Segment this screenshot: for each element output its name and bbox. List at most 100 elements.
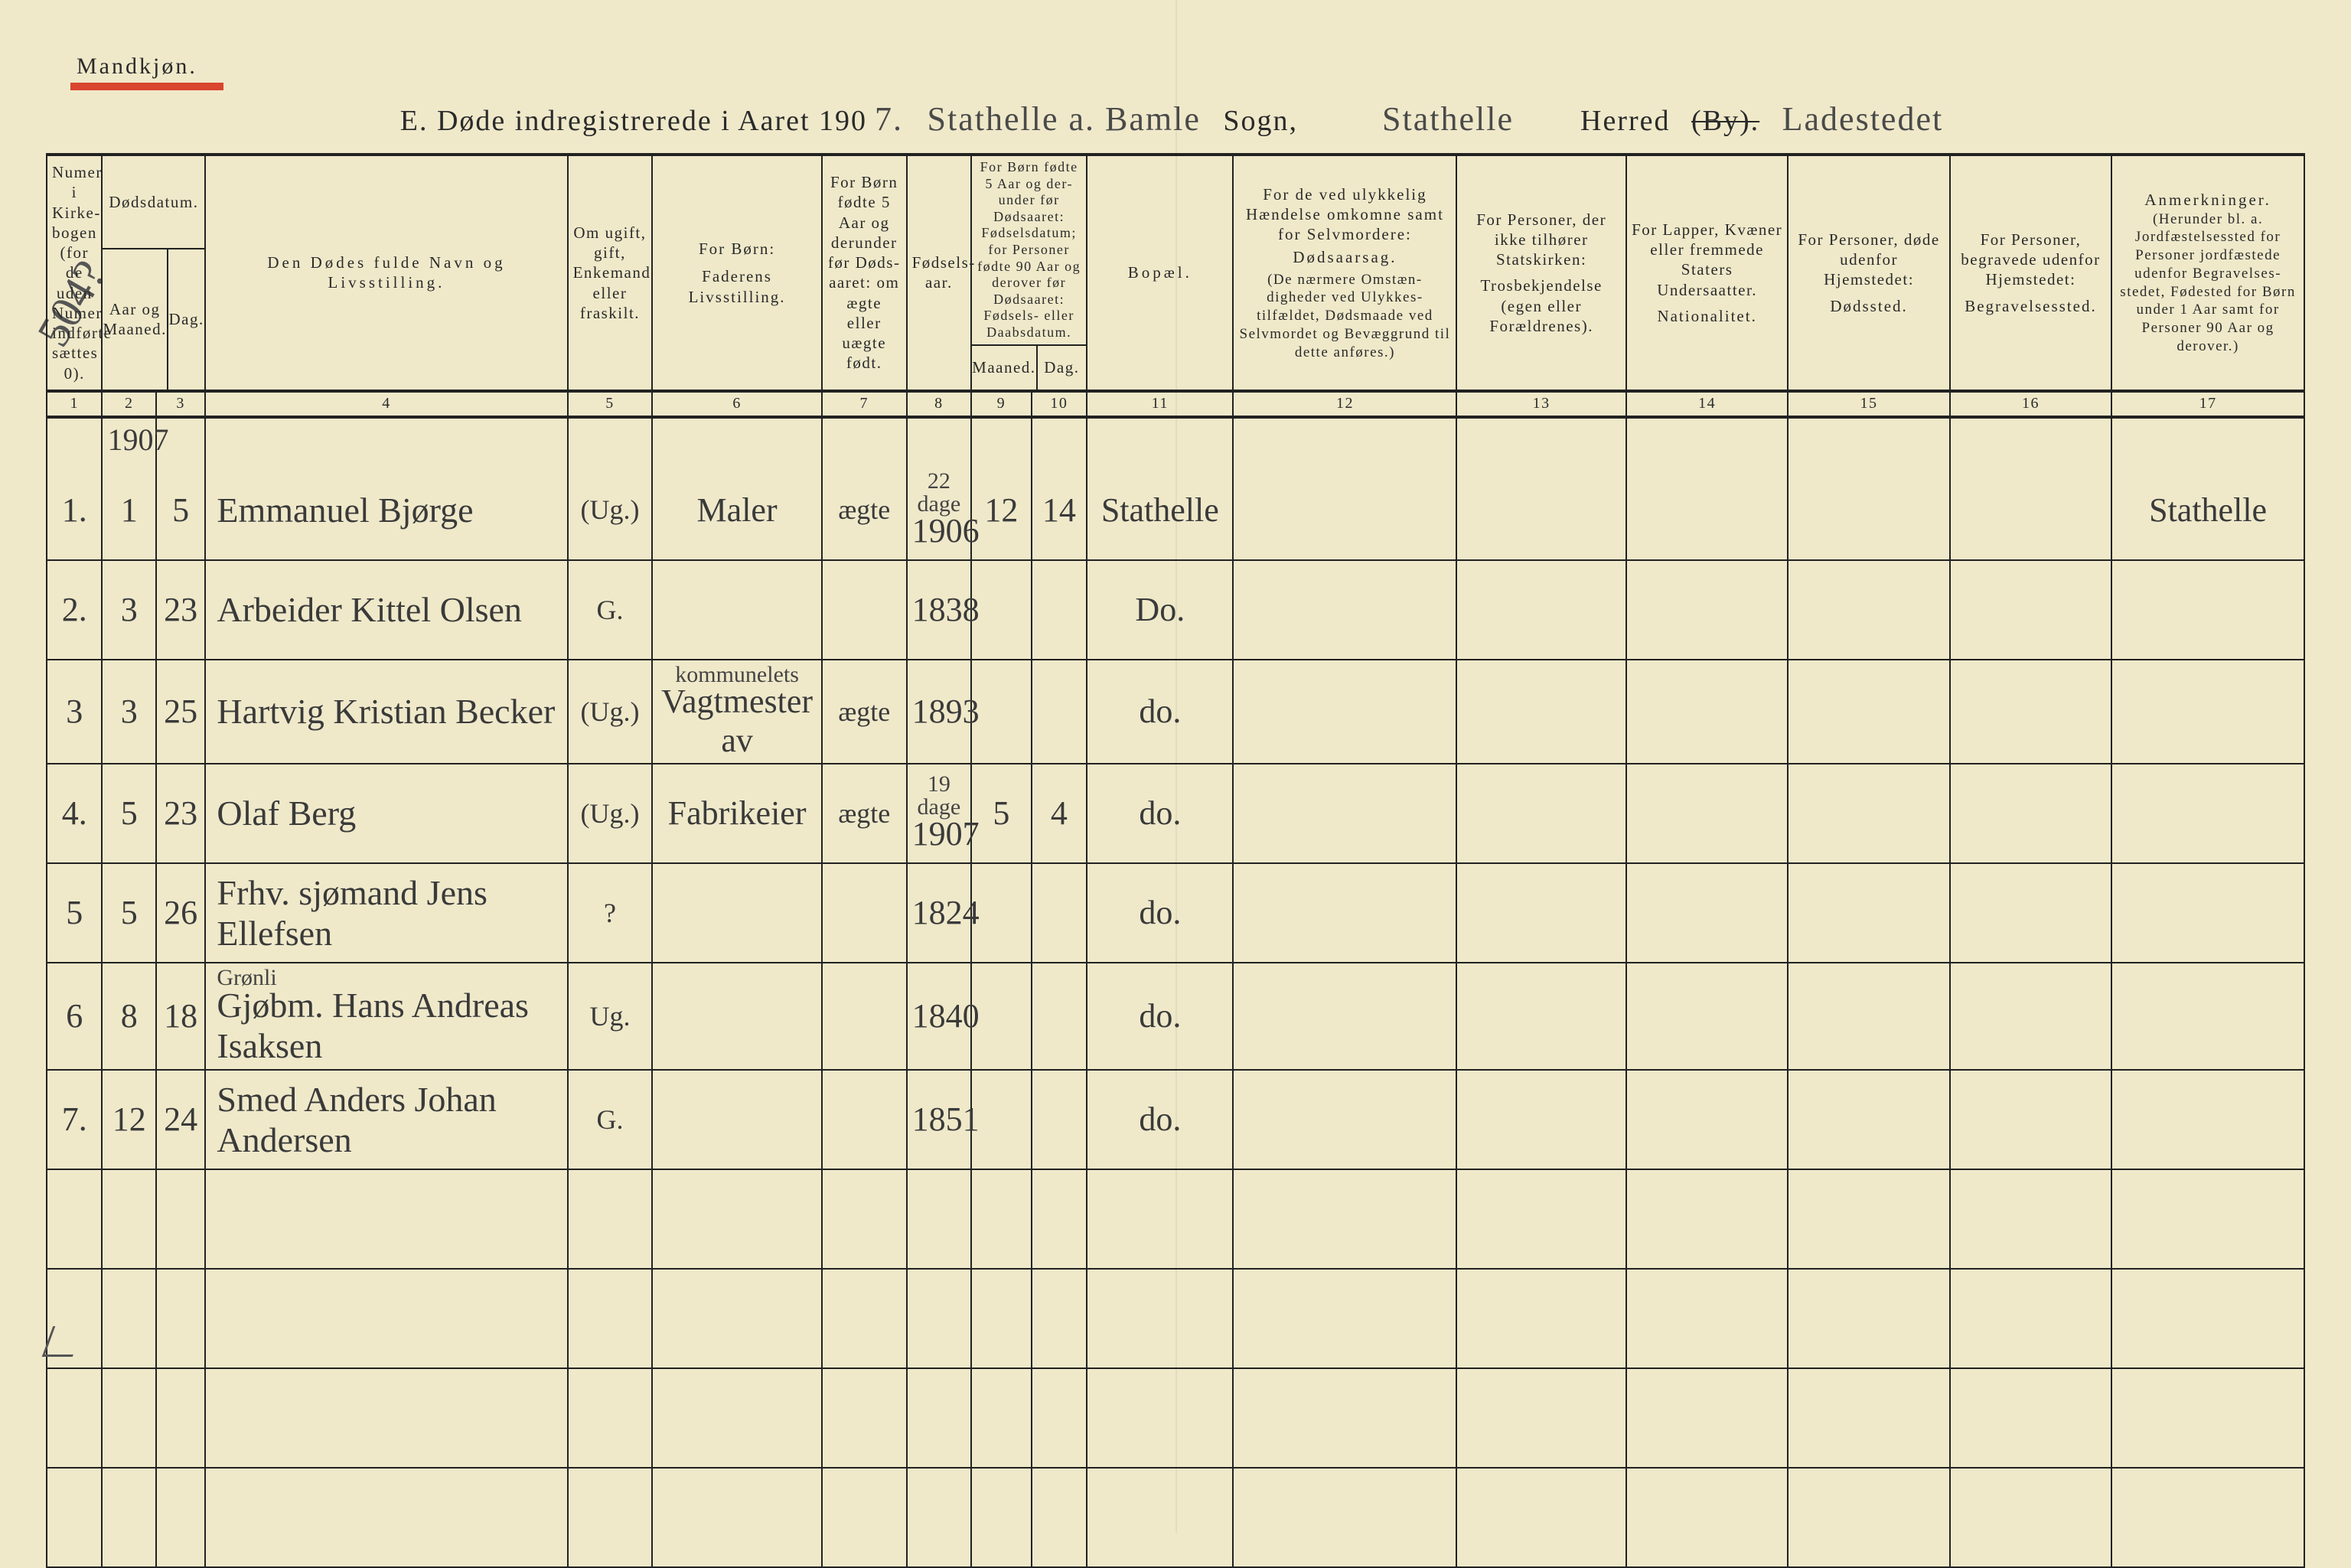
cell: Fabrikeier <box>652 764 822 863</box>
colnum-8: 8 <box>907 391 972 417</box>
cell-blank <box>1456 1269 1626 1368</box>
col-header-1: Numer i Kirke- bogen (for de uden Numer … <box>47 155 102 391</box>
cell <box>1456 764 1626 863</box>
colnum-5: 5 <box>568 391 653 417</box>
cell: 2. <box>47 560 102 660</box>
cell <box>1626 461 1788 560</box>
cell: ægte <box>822 660 907 764</box>
cell <box>1788 764 1949 863</box>
register-table: Numer i Kirke- bogen (for de uden Numer … <box>46 153 2305 1568</box>
c16-bot: Begravelsessted. <box>1955 296 2106 316</box>
colnum-1: 1 <box>47 391 102 417</box>
cell-blank <box>1233 1468 1456 1567</box>
colnum-10: 10 <box>1032 391 1087 417</box>
cell <box>822 560 907 660</box>
cell-blank <box>1626 1368 1788 1468</box>
col-header-7: For Børn fødte 5 Aar og derunder før Død… <box>822 155 907 391</box>
cell-blank <box>652 1169 822 1269</box>
cell: 1 <box>102 461 155 560</box>
cell <box>2111 863 2304 963</box>
cell-blank <box>568 1368 653 1468</box>
col-header-15: For Personer, døde udenfor Hjemstedet: D… <box>1788 155 1949 391</box>
cell-blank <box>205 1468 567 1567</box>
cell <box>1233 1070 1456 1169</box>
cell <box>2111 660 2304 764</box>
cell-blank <box>1032 1269 1087 1368</box>
cell-blank <box>907 1169 972 1269</box>
col-header-11-text: Bopæl. <box>1128 263 1192 282</box>
cell-blank <box>568 1169 653 1269</box>
col-header-16: For Personer, begravede udenfor Hjemsted… <box>1950 155 2111 391</box>
cell: 4. <box>47 764 102 863</box>
cell: 5 <box>156 461 205 560</box>
cell: ? <box>568 863 653 963</box>
cell-blank <box>156 1269 205 1368</box>
herred-label: Herred <box>1574 105 1676 137</box>
cell: Olaf Berg <box>205 764 567 863</box>
cell <box>1950 660 2111 764</box>
cell: ægte <box>822 764 907 863</box>
cell-blank <box>907 1468 972 1567</box>
cell: Smed Anders Johan Andersen <box>205 1070 567 1169</box>
cell-blank <box>47 1169 102 1269</box>
col-header-9-10: For Børn fødte 5 Aar og der-under før Dø… <box>971 155 1087 391</box>
table-row-blank <box>47 1169 2304 1269</box>
cell: 23 <box>156 560 205 660</box>
c15-bot: Dødssted. <box>1793 296 1944 316</box>
cell-blank <box>1087 1169 1233 1269</box>
cell: G. <box>568 560 653 660</box>
gender-label: Mandkjøn. <box>77 54 197 84</box>
cell-blank <box>822 1368 907 1468</box>
cell <box>1950 1070 2111 1169</box>
cell-blank <box>822 1269 907 1368</box>
cell <box>822 963 907 1070</box>
col-6-top: For Børn: <box>657 239 817 259</box>
cell: 22 dage1906 <box>907 461 972 560</box>
cell <box>1788 461 1949 560</box>
table-row: 7.1224Smed Anders Johan AndersenG.1851do… <box>47 1070 2304 1169</box>
col-header-5: Om ugift, gift, Enkemand eller fraskilt. <box>568 155 653 391</box>
col-9-maaned: Maaned. <box>972 346 1037 390</box>
cell: (Ug.) <box>568 660 653 764</box>
cell <box>1456 863 1626 963</box>
cell <box>1788 660 1949 764</box>
cell: kommuneletsVagtmester av <box>652 660 822 764</box>
title-prefix: E. Døde indregistrerede i Aaret 190 <box>400 105 867 137</box>
district-handwritten: Stathelle <box>1374 100 1521 138</box>
col-header-8: Fødsels-aar. <box>907 155 972 391</box>
cell: Do. <box>1087 560 1233 660</box>
cell-blank <box>971 1269 1032 1368</box>
cell: Stathelle <box>1087 461 1233 560</box>
cell-blank <box>2111 1169 2304 1269</box>
cell-blank <box>1788 1169 1949 1269</box>
cell: 24 <box>156 1070 205 1169</box>
colnum-16: 16 <box>1950 391 2111 417</box>
col-9-top: For Børn fødte 5 Aar og der-under før Dø… <box>972 156 1086 346</box>
cell <box>1233 963 1456 1070</box>
cell-blank <box>156 1468 205 1567</box>
cell-blank <box>1788 1269 1949 1368</box>
year-row: 1907 <box>47 417 2304 461</box>
colnum-3: 3 <box>156 391 205 417</box>
cell: 23 <box>156 764 205 863</box>
table-row: 1.15Emmanuel Bjørge(Ug.)Malerægte22 dage… <box>47 461 2304 560</box>
cell-blank <box>205 1169 567 1269</box>
cell <box>1032 863 1087 963</box>
cell-blank <box>1788 1468 1949 1567</box>
cell-blank <box>102 1169 155 1269</box>
cell <box>2111 963 2304 1070</box>
colnum-11: 11 <box>1087 391 1233 417</box>
col-6-bot: Faderens Livsstilling. <box>689 267 786 305</box>
cell <box>1456 660 1626 764</box>
c13-top: For Personer, der ikke tilhører Statskir… <box>1462 210 1621 270</box>
parish-handwritten: Stathelle a. Bamle <box>920 100 1208 138</box>
cell: Ug. <box>568 963 653 1070</box>
cell: 3 <box>47 660 102 764</box>
cell-blank <box>1032 1468 1087 1567</box>
cell: do. <box>1087 764 1233 863</box>
cell-blank <box>971 1468 1032 1567</box>
cell-blank <box>1456 1169 1626 1269</box>
cell <box>1032 963 1087 1070</box>
col-header-17: Anmerkninger. (Herunder bl. a. Jordfæste… <box>2111 155 2304 391</box>
table-row: 2.323Arbeider Kittel OlsenG.1838Do. <box>47 560 2304 660</box>
